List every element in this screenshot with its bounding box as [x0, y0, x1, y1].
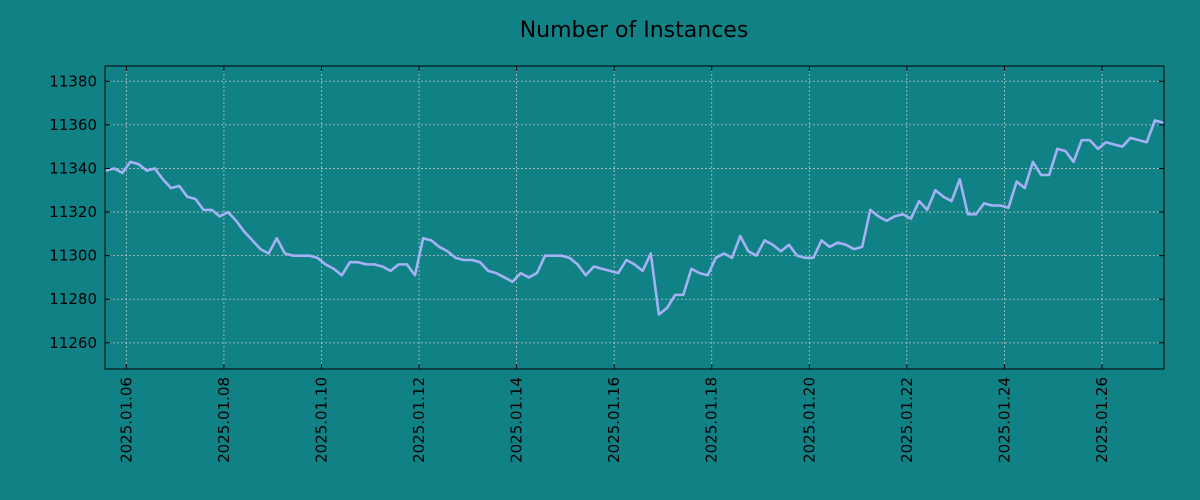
grid-lines — [105, 66, 1164, 369]
chart-title: Number of Instances — [520, 18, 749, 43]
y-tick-label: 11320 — [49, 203, 97, 221]
y-tick-label: 11300 — [49, 247, 97, 265]
plot-frame — [104, 65, 1165, 370]
y-tick-label: 11360 — [49, 116, 97, 134]
x-tick-label: 2025.01.16 — [605, 377, 623, 463]
x-tick-label: 2025.01.18 — [703, 377, 721, 463]
y-tick-label: 11340 — [49, 159, 97, 177]
series-layer — [104, 119, 1165, 316]
y-tick-label: 11380 — [49, 72, 97, 90]
axis-ticks — [105, 66, 1164, 369]
x-tick-labels: 2025.01.06 2025.01.08 2025.01.10 2025.01.12… — [117, 377, 1111, 463]
x-tick-label: 2025.01.14 — [508, 377, 526, 463]
y-tick-label: 11260 — [49, 334, 97, 352]
x-tick-label: 2025.01.26 — [1093, 377, 1111, 463]
x-tick-label: 2025.01.12 — [410, 377, 428, 463]
x-tick-label: 2025.01.20 — [800, 377, 818, 463]
x-tick-label: 2025.01.24 — [995, 377, 1013, 463]
y-tick-label: 11280 — [49, 290, 97, 308]
series-line — [104, 119, 1165, 316]
x-tick-label: 2025.01.10 — [312, 377, 330, 463]
x-tick-label: 2025.01.06 — [117, 377, 135, 463]
x-tick-label: 2025.01.22 — [898, 377, 916, 463]
y-tick-labels: 11260 11280 11300 11320 11340 11360 11380 — [49, 72, 97, 352]
x-tick-label: 2025.01.08 — [215, 377, 233, 463]
